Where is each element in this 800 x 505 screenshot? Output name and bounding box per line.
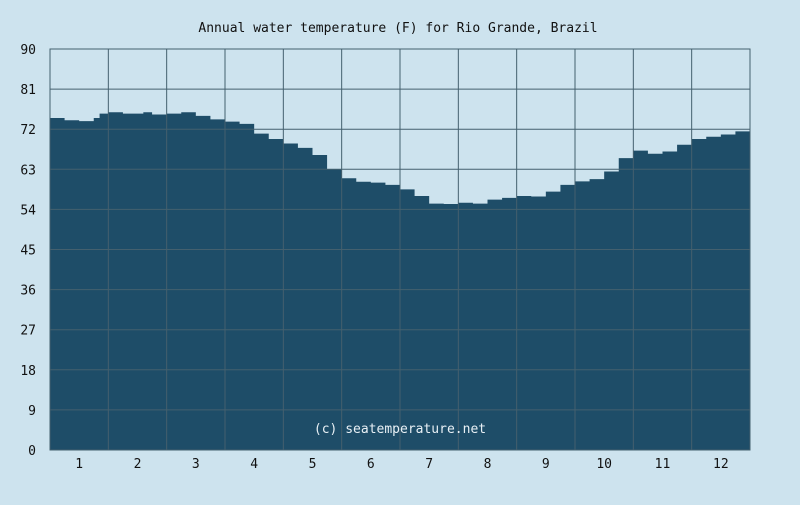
x-tick-label: 7	[425, 457, 433, 472]
y-tick-label: 54	[20, 203, 36, 218]
x-tick-label: 6	[367, 457, 375, 472]
y-tick-label: 27	[20, 324, 36, 339]
y-tick-label: 18	[20, 364, 36, 379]
x-tick-label: 8	[484, 457, 492, 472]
x-tick-label: 10	[596, 457, 612, 472]
x-tick-label: 11	[655, 457, 671, 472]
x-tick-label: 9	[542, 457, 550, 472]
watermark: (c) seatemperature.net	[314, 422, 486, 437]
x-tick-label: 1	[75, 457, 83, 472]
y-tick-label: 45	[20, 244, 36, 259]
y-tick-label: 90	[20, 43, 36, 58]
y-tick-label: 81	[20, 83, 36, 98]
chart-title: Annual water temperature (F) for Rio Gra…	[198, 21, 597, 36]
x-tick-label: 3	[192, 457, 200, 472]
y-tick-label: 0	[28, 444, 36, 459]
y-tick-label: 36	[20, 284, 36, 299]
y-tick-label: 9	[28, 404, 36, 419]
x-tick-label: 4	[250, 457, 258, 472]
plot-frame	[49, 48, 751, 451]
x-tick-label: 5	[309, 457, 317, 472]
x-tick-label: 2	[134, 457, 142, 472]
y-tick-label: 63	[20, 163, 36, 178]
x-tick-label: 12	[713, 457, 729, 472]
y-tick-label: 72	[20, 123, 36, 138]
